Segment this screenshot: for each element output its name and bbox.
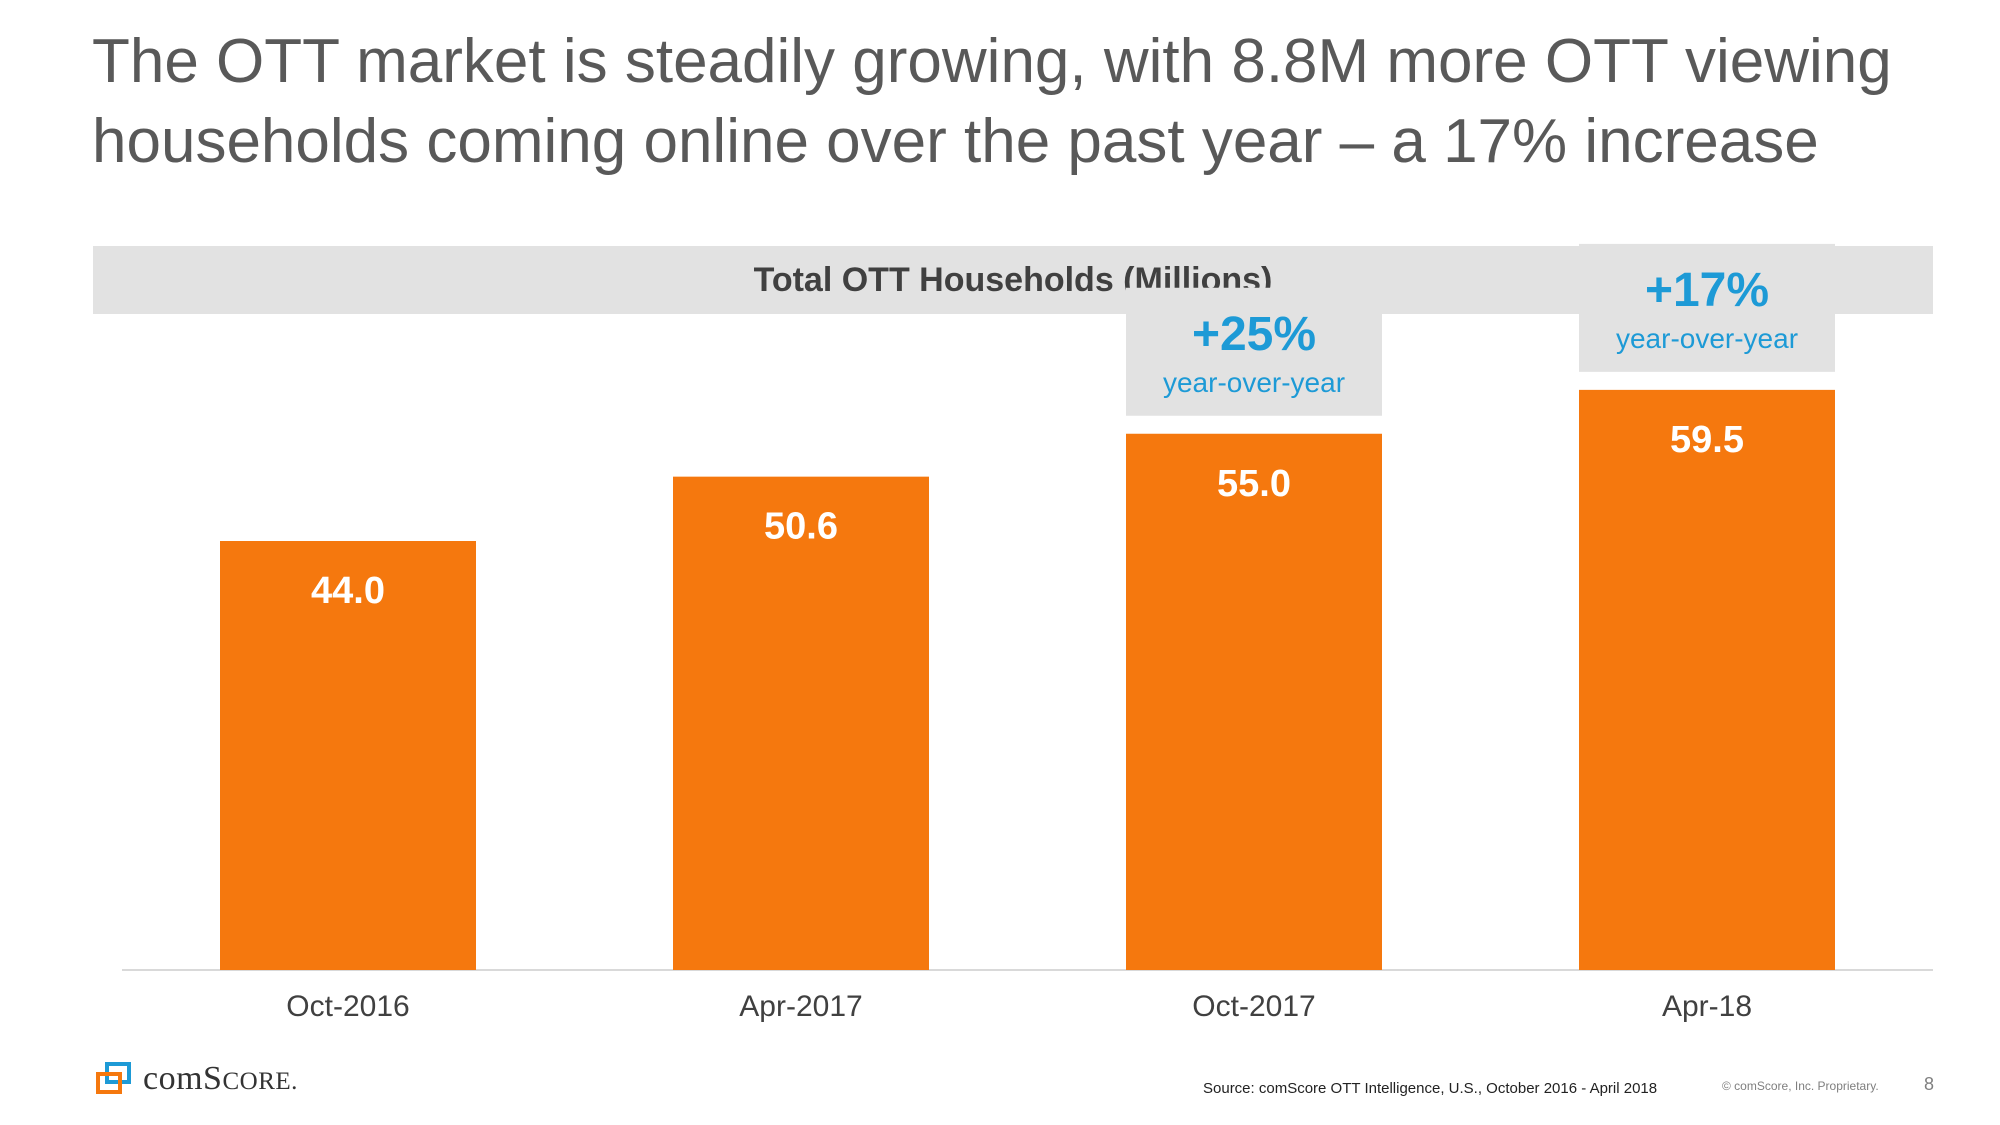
slide-title: The OTT market is steadily growing, with…	[92, 27, 1892, 176]
bar-value-label: 50.6	[764, 506, 838, 548]
bar-apr-2017	[673, 476, 929, 970]
yoy-percent: +25%	[1192, 308, 1316, 361]
comscore-logo-text: comSCORE.	[143, 1060, 298, 1097]
yoy-caption: year-over-year	[1163, 367, 1345, 398]
yoy-percent: +17%	[1645, 264, 1769, 317]
x-tick-label: Oct-2017	[1192, 990, 1315, 1023]
x-tick-label: Oct-2016	[286, 990, 409, 1023]
bar-oct-2017	[1126, 433, 1382, 970]
x-tick-label: Apr-18	[1662, 990, 1752, 1023]
source-note: Source: comScore OTT Intelligence, U.S.,…	[1203, 1080, 1658, 1097]
bar-oct-2016	[220, 541, 476, 970]
copyright-note: © comScore, Inc. Proprietary.	[1722, 1079, 1879, 1093]
yoy-annotation-box	[1126, 287, 1382, 416]
comscore-logo-icon	[96, 1062, 131, 1094]
page-number: 8	[1924, 1074, 1935, 1094]
bar-value-label: 59.5	[1670, 419, 1744, 461]
x-tick-label: Apr-2017	[739, 990, 862, 1023]
yoy-annotation-box	[1579, 243, 1835, 372]
bar-apr-18	[1579, 389, 1835, 970]
comscore-logo: comSCORE.	[95, 1060, 298, 1098]
bar-value-label: 55.0	[1217, 463, 1291, 505]
yoy-caption: year-over-year	[1616, 323, 1798, 354]
bar-value-label: 44.0	[311, 570, 385, 612]
